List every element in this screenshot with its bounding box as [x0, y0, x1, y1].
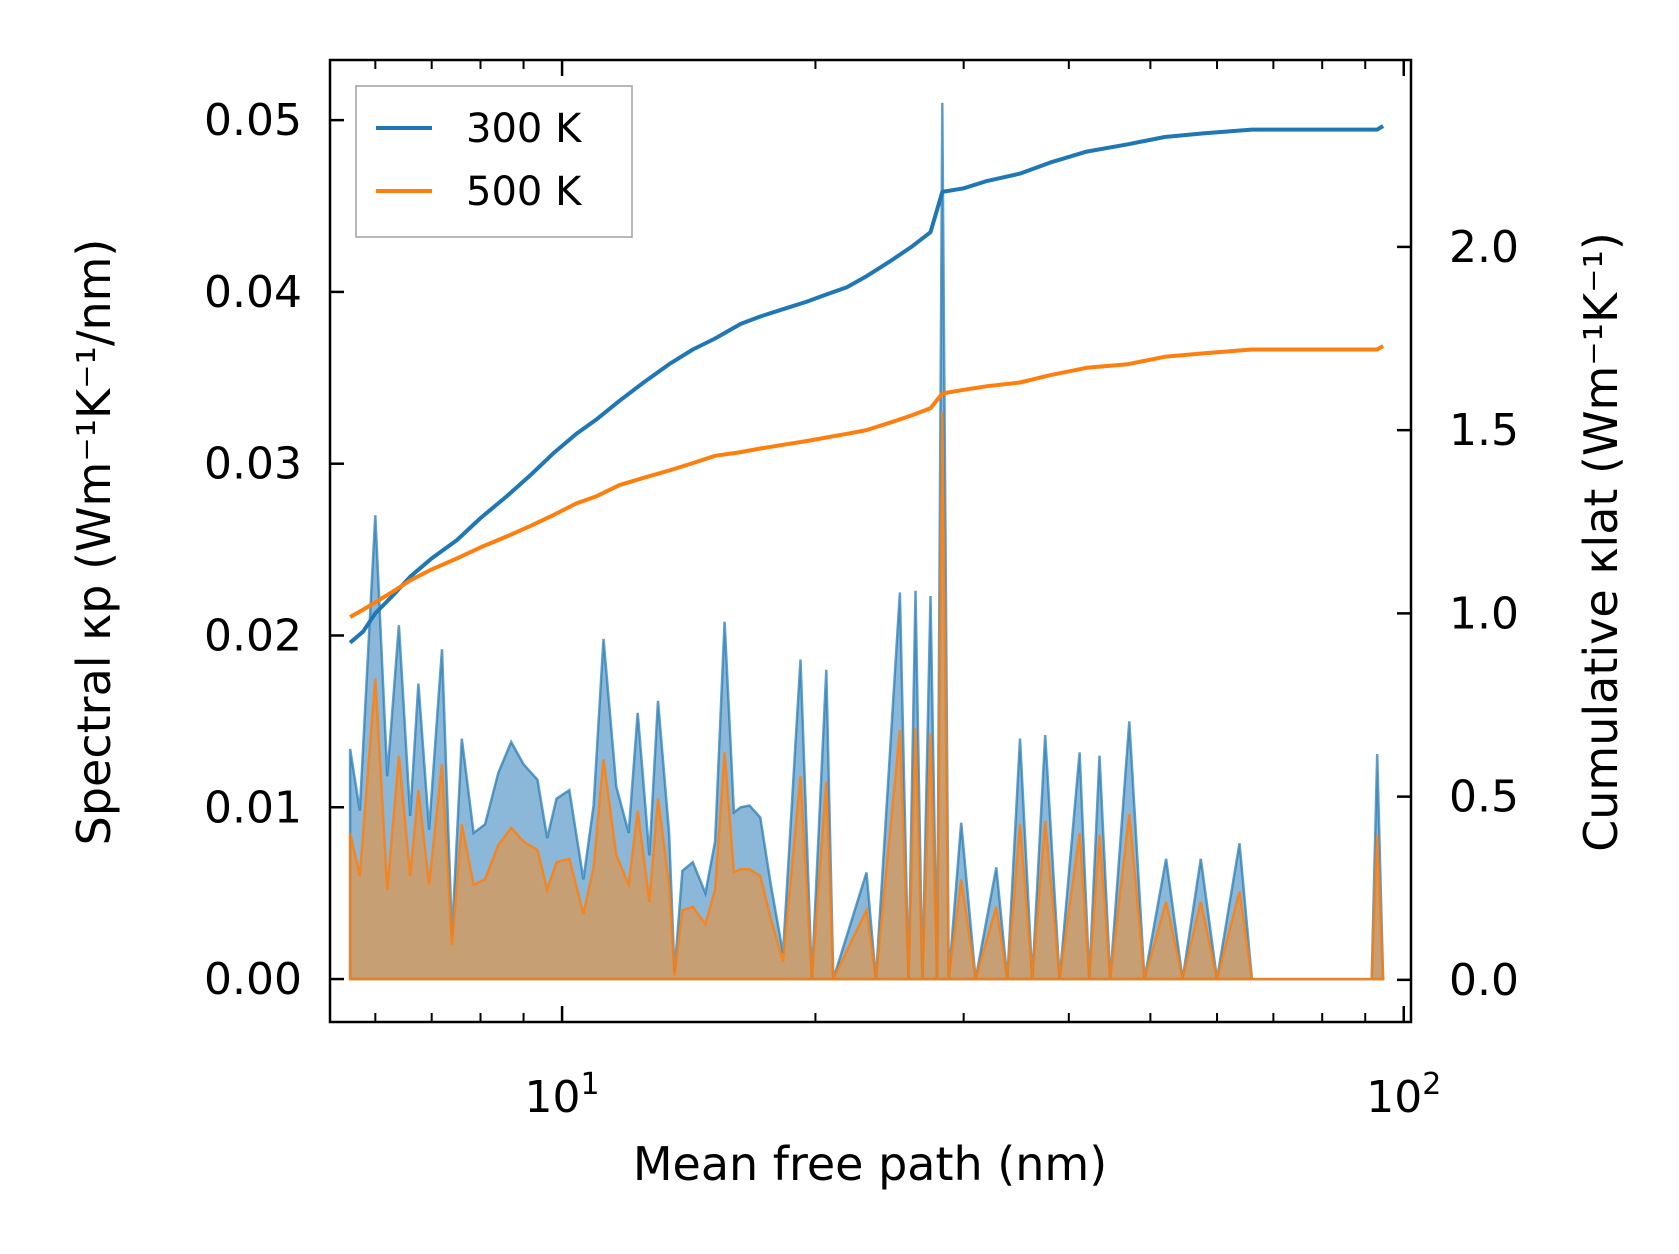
x-tick-label: 102: [1366, 1067, 1441, 1123]
spectral-fill-300k: [350, 102, 1384, 980]
cumulative-line-300k: [348, 124, 1385, 645]
y-axis-label-left: Spectral κp (Wm⁻¹K⁻¹/nm): [67, 239, 121, 846]
legend-frame: [355, 85, 633, 238]
y-tick-label-left: 0.03: [204, 439, 302, 490]
legend-label-300k: 300 K: [466, 106, 583, 152]
legend-label-500k: 500 K: [466, 169, 583, 215]
tick-layer: 0.00 0.01 0.02 0.03 0.04 0.05 0.0 0.5 1.0 1.5 2.0 1…: [204, 60, 1519, 1123]
y-tick-label-left: 0.00: [204, 954, 302, 1005]
y-tick-label-right: 0.0: [1449, 955, 1519, 1006]
y-tick-label-left: 0.05: [204, 95, 302, 146]
y-tick-label-right: 0.5: [1449, 772, 1519, 823]
series-line-layer: [348, 124, 1385, 645]
spectral-fill-500k: [350, 412, 1384, 980]
spectral-fill-layer: [348, 102, 1385, 981]
y-tick-label-right: 1.0: [1449, 588, 1519, 639]
cumulative-line-500k: [349, 344, 1385, 619]
spectral-line-300k: [348, 102, 1385, 981]
y-axis-label-right: Cumulative κlat (Wm⁻¹K⁻¹): [1574, 232, 1628, 852]
y-tick-label-left: 0.04: [204, 267, 302, 318]
spectral-line-500k: [348, 412, 1385, 981]
y-tick-label-right: 1.5: [1449, 405, 1519, 456]
x-tick-label: 101: [525, 1067, 600, 1123]
y-tick-label-right: 2.0: [1449, 222, 1519, 273]
x-axis-label: Mean free path (nm): [633, 1137, 1107, 1191]
y-tick-label-left: 0.01: [204, 782, 302, 833]
legend: 300 K 500 K: [355, 85, 633, 238]
y-tick-label-left: 0.02: [204, 610, 302, 661]
plot-frame: [328, 58, 1413, 1024]
